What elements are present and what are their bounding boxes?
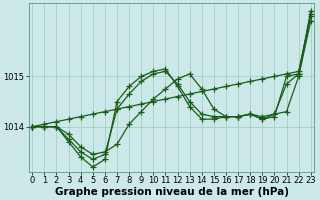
X-axis label: Graphe pression niveau de la mer (hPa): Graphe pression niveau de la mer (hPa) xyxy=(54,187,289,197)
